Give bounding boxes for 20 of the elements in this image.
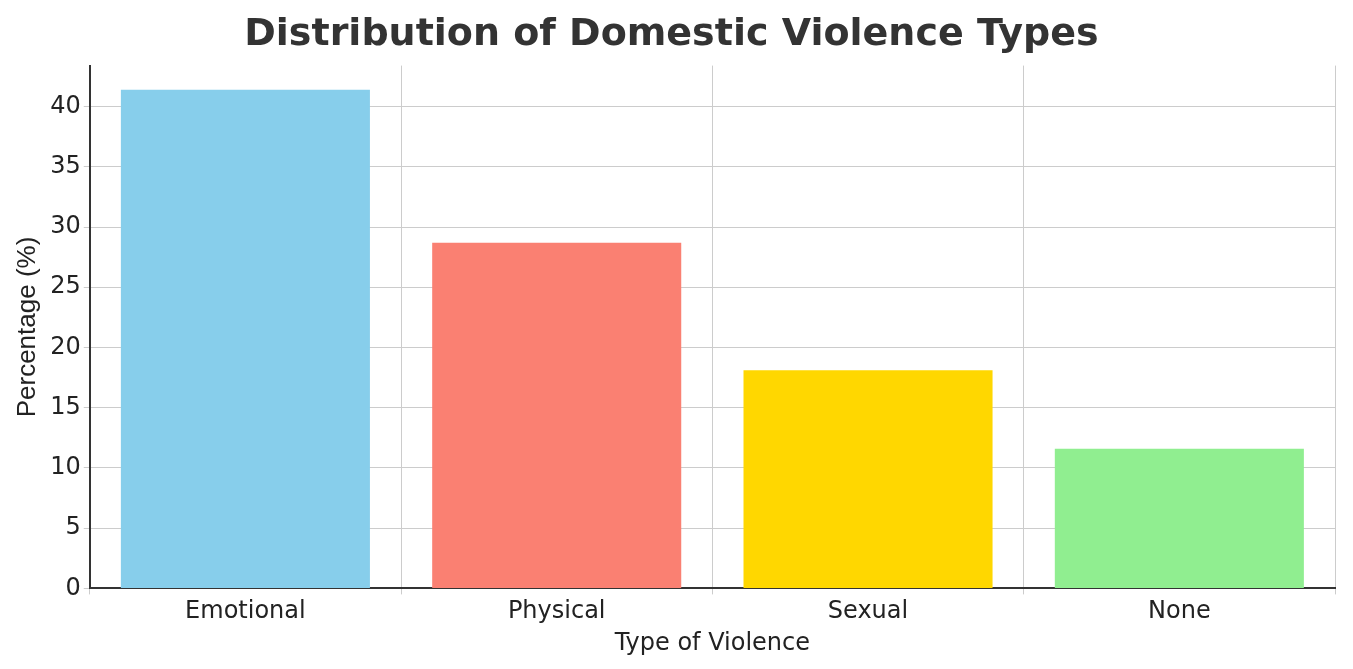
x-axis-title: Type of Violence [613,627,811,656]
y-tick-label: 40 [50,90,81,119]
y-tick-label: 0 [65,572,81,601]
y-axis-title: Percentage (%) [10,236,41,418]
chart-title: Distribution of Domestic Violence Types [244,9,1099,54]
bar [432,242,682,588]
y-tick-label: 25 [50,271,81,300]
y-tick-label: 15 [50,391,81,420]
y-tick-label: 10 [50,452,81,481]
x-tick-label: Sexual [827,596,909,625]
y-tick-label: 5 [65,512,81,541]
y-tick-label: 35 [50,151,81,180]
x-tick-label: Emotional [185,596,306,625]
bar [1054,448,1304,588]
x-tick-label: Physical [507,596,606,625]
bar [743,370,993,588]
y-tick-label: 20 [50,331,81,360]
x-tick-label: None [1148,596,1211,625]
y-tick-label: 30 [50,211,81,240]
bar [120,89,370,588]
